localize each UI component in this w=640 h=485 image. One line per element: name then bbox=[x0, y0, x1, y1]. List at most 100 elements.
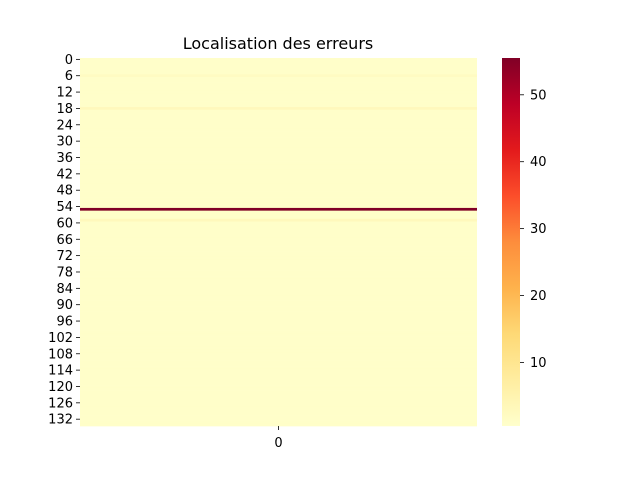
y-tick-label: 12 bbox=[56, 86, 73, 101]
heatmap-cell bbox=[80, 387, 477, 391]
heatmap-cell bbox=[80, 333, 477, 337]
heatmap-cell bbox=[80, 246, 477, 250]
heatmap-cell bbox=[80, 300, 477, 304]
heatmap-cell bbox=[80, 248, 477, 252]
colorbar-tick-label: 10 bbox=[530, 356, 547, 371]
heatmap-cell bbox=[80, 385, 477, 389]
heatmap-cell bbox=[80, 156, 477, 160]
heatmap-cell bbox=[80, 346, 477, 351]
heatmap-cell bbox=[80, 63, 477, 67]
heatmap-cells bbox=[80, 58, 477, 427]
heatmap-cell bbox=[80, 286, 477, 291]
heatmap-cell bbox=[80, 161, 477, 165]
heatmap-cell bbox=[80, 180, 477, 184]
heatmap-cell bbox=[80, 270, 477, 274]
heatmap-cell bbox=[80, 319, 477, 323]
y-tick-label: 48 bbox=[56, 184, 73, 199]
heatmap-cell bbox=[80, 303, 477, 307]
y-tick-label: 108 bbox=[48, 347, 73, 362]
heatmap-cell bbox=[80, 221, 477, 225]
heatmap-cell bbox=[80, 368, 477, 372]
heatmap-cell bbox=[80, 322, 477, 326]
heatmap-cell bbox=[80, 85, 477, 89]
heatmap-cell bbox=[80, 415, 477, 419]
y-tick-label: 36 bbox=[56, 151, 73, 166]
heatmap-cell bbox=[80, 164, 477, 168]
heatmap-cell bbox=[80, 112, 477, 116]
heatmap-cell bbox=[80, 265, 477, 269]
heatmap-cell bbox=[80, 229, 477, 233]
heatmap-cell bbox=[80, 379, 477, 383]
heatmap-cell bbox=[80, 281, 477, 285]
heatmap-cell bbox=[80, 120, 477, 124]
heatmap-cell bbox=[80, 267, 477, 271]
heatmap-cell bbox=[80, 237, 477, 241]
colorbar-tick-label: 30 bbox=[530, 222, 547, 237]
heatmap-cell bbox=[80, 256, 477, 261]
heatmap-cell bbox=[80, 262, 477, 266]
heatmap-cell bbox=[80, 82, 477, 86]
y-tick-label: 24 bbox=[56, 118, 73, 133]
y-tick-label: 54 bbox=[56, 200, 73, 215]
y-tick-label: 0 bbox=[65, 53, 73, 68]
heatmap-cell bbox=[80, 169, 477, 173]
heatmap-cell bbox=[80, 295, 477, 299]
heatmap-cell bbox=[80, 251, 477, 255]
heatmap-cell bbox=[80, 147, 477, 152]
heatmap-cell bbox=[80, 330, 477, 334]
heatmap-cell bbox=[80, 216, 477, 220]
heatmap-cell bbox=[80, 205, 477, 209]
chart-title: Localisation des erreurs bbox=[183, 34, 373, 53]
heatmap-cell bbox=[80, 109, 477, 113]
heatmap-cell bbox=[80, 297, 477, 301]
y-tick-label: 120 bbox=[48, 380, 73, 395]
y-tick-label: 90 bbox=[56, 298, 73, 313]
heatmap-cell bbox=[80, 355, 477, 359]
heatmap-cell bbox=[80, 142, 477, 146]
heatmap-cell bbox=[80, 284, 477, 288]
heatmap-cell bbox=[80, 137, 477, 141]
heatmap-cell bbox=[80, 382, 477, 386]
heatmap-cell bbox=[80, 139, 477, 143]
y-tick-label: 114 bbox=[48, 364, 73, 379]
heatmap-cell bbox=[80, 183, 477, 187]
heatmap-cell bbox=[80, 417, 477, 421]
heatmap-cell bbox=[80, 308, 477, 312]
heatmap-cell bbox=[80, 101, 477, 105]
heatmap-cell bbox=[80, 401, 477, 405]
y-tick-label: 78 bbox=[56, 265, 73, 280]
heatmap-cell bbox=[80, 404, 477, 408]
heatmap-cell bbox=[80, 363, 477, 367]
heatmap-cell bbox=[80, 188, 477, 192]
heatmap-cell bbox=[80, 376, 477, 381]
heatmap-cell bbox=[80, 338, 477, 342]
heatmap-cell bbox=[80, 360, 477, 364]
heatmap-cell bbox=[80, 276, 477, 280]
heatmap-cell bbox=[80, 150, 477, 154]
heatmap-cell bbox=[80, 420, 477, 424]
heatmap-cell bbox=[80, 126, 477, 130]
heatmap-cell bbox=[80, 218, 477, 222]
y-tick-label: 132 bbox=[48, 413, 73, 428]
heatmap-cell bbox=[80, 398, 477, 402]
heatmap-cell bbox=[80, 259, 477, 263]
y-tick-label: 18 bbox=[56, 102, 73, 117]
x-tick-label: 0 bbox=[274, 436, 282, 451]
heatmap-cell bbox=[80, 390, 477, 394]
heatmap-cell bbox=[80, 254, 477, 258]
heatmap-cell bbox=[80, 175, 477, 179]
heatmap-cell bbox=[80, 314, 477, 318]
heatmap-cell bbox=[80, 66, 477, 70]
heatmap-cell bbox=[80, 197, 477, 201]
y-tick-label: 126 bbox=[48, 396, 73, 411]
heatmap-cell bbox=[80, 243, 477, 247]
y-tick-label: 66 bbox=[56, 233, 73, 248]
heatmap-cell bbox=[80, 289, 477, 293]
heatmap-cell bbox=[80, 278, 477, 282]
heatmap-cell bbox=[80, 74, 477, 78]
heatmap-cell bbox=[80, 227, 477, 231]
heatmap-cell bbox=[80, 68, 477, 72]
x-axis: 0 bbox=[274, 426, 283, 451]
